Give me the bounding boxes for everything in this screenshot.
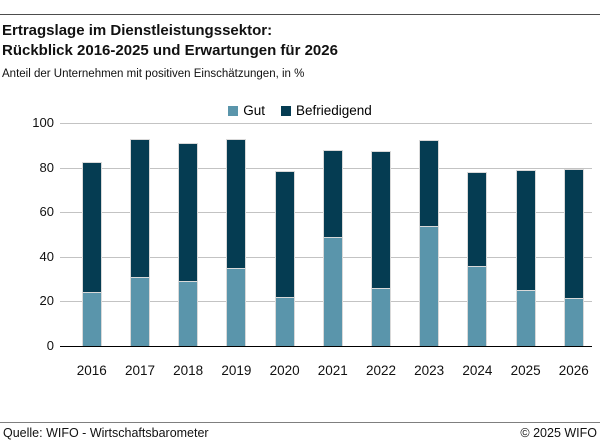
bar-2017 [130,138,150,346]
bar-2016 [81,162,102,346]
legend-swatch-gut [228,105,239,116]
y-axis-tick-100: 100 [32,115,54,130]
legend-item-befriedigend: Befriedigend [280,103,372,118]
chart-title-line1: Ertragslage im Dienstleistungssektor: [2,22,273,39]
chart-legend: Gut Befriedigend [0,103,600,118]
chart-subtitle: Anteil der Unternehmen mit positiven Ein… [2,68,305,80]
bar-segment-befriedigend-2026 [563,168,584,299]
x-axis-tick-2023: 2023 [414,363,445,378]
legend-label-gut: Gut [243,103,265,118]
bar-2019 [226,138,247,346]
bar-segment-befriedigend-2021 [322,149,343,237]
bar-segment-befriedigend-2018 [178,143,199,282]
bar-segment-gut-2024 [467,265,488,346]
bar-segment-gut-2018 [178,281,199,346]
x-axis-tick-2017: 2017 [124,363,156,378]
y-axis-tick-0: 0 [46,338,54,353]
bar-2026 [563,168,584,346]
bar-2024 [467,172,488,346]
x-axis-tick-2024: 2024 [462,363,493,378]
bar-segment-gut-2022 [371,288,391,346]
x-axis-tick-2020: 2020 [269,363,300,378]
bar-segment-befriedigend-2019 [226,138,247,268]
bar-segment-gut-2016 [81,292,102,346]
y-axis-tick-20: 20 [39,293,54,309]
bar-segment-gut-2025 [515,290,536,346]
y-axis-tick-60: 60 [39,204,54,220]
chart-title-line2: Rückblick 2016-2025 und Erwartungen für … [2,42,338,59]
y-axis-tick-40: 40 [39,248,54,264]
copyright-note: © 2025 WIFO [520,426,597,440]
bar-2023 [419,139,440,346]
bar-segment-befriedigend-2025 [515,169,536,291]
x-axis-tick-2021: 2021 [317,363,348,378]
x-axis-tick-2016: 2016 [76,363,107,378]
x-axis-tick-2026: 2026 [558,363,589,378]
bar-segment-befriedigend-2016 [81,162,102,293]
bar-2022 [371,150,391,346]
x-axis-tick-2025: 2025 [510,363,541,378]
x-axis-tick-2018: 2018 [173,363,204,378]
bottom-divider [0,422,600,423]
bar-2025 [515,169,536,346]
bar-segment-gut-2021 [322,236,343,346]
plot-area [60,123,592,347]
bar-segment-befriedigend-2022 [371,150,391,289]
legend-item-gut: Gut [228,103,265,118]
bar-2018 [178,143,199,346]
bar-segment-gut-2020 [274,296,295,346]
bar-segment-gut-2023 [419,225,440,346]
bar-2021 [322,149,343,346]
bar-segment-befriedigend-2024 [467,172,488,266]
source-note: Quelle: WIFO - Wirtschaftsbarometer [3,426,209,440]
legend-label-befriedigend: Befriedigend [295,103,372,118]
bar-segment-befriedigend-2017 [130,138,150,277]
bar-2020 [274,170,295,346]
x-axis-tick-2019: 2019 [221,363,252,378]
bar-segment-gut-2026 [563,298,584,346]
top-divider [0,14,600,15]
bar-segment-gut-2019 [226,267,247,346]
y-axis-tick-80: 80 [39,159,54,175]
bar-segment-befriedigend-2020 [274,170,295,297]
x-axis-tick-2022: 2022 [365,363,397,378]
gridline-100 [60,123,592,124]
bar-segment-befriedigend-2023 [419,139,440,226]
legend-swatch-befriedigend [280,105,291,116]
bar-segment-gut-2017 [130,276,150,346]
